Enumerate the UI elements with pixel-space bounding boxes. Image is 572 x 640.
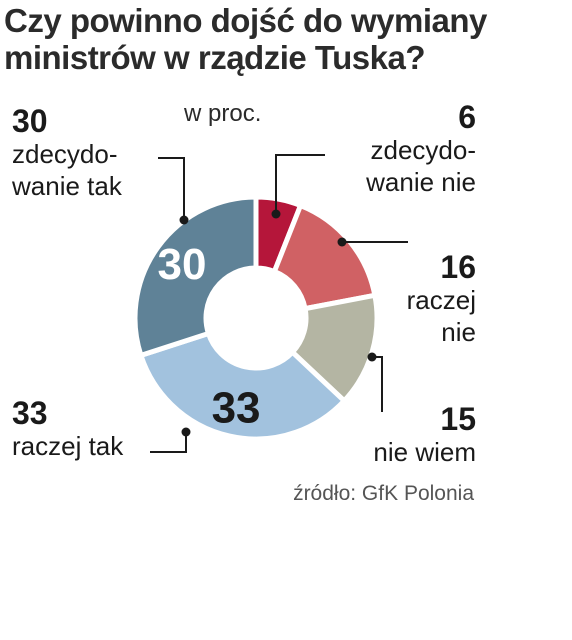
leader-line-raczej-tak bbox=[150, 432, 187, 453]
unit-label: w proc. bbox=[184, 100, 262, 127]
slice-nie-wiem bbox=[289, 292, 380, 404]
label-zdecydowanie-nie: 6 zdecydo- wanie nie bbox=[366, 100, 476, 198]
leader-dot-raczej-tak bbox=[181, 427, 191, 437]
value-raczej-nie: 16 bbox=[440, 249, 476, 285]
label-zdecydowanie-tak: 30 zdecydo- wanie tak bbox=[12, 104, 122, 202]
label-raczej-tak: 33 raczej tak bbox=[12, 396, 123, 462]
leader-dot-nie-wiem bbox=[367, 352, 377, 362]
leader-line-zdecydowanie-tak bbox=[158, 157, 185, 220]
leader-dot-raczej-nie bbox=[337, 237, 347, 247]
inner-value-raczej-tak: 33 bbox=[212, 383, 261, 432]
slice-raczej-tak bbox=[138, 330, 347, 442]
title-line-2: ministrów w rządzie Tuska? bbox=[4, 39, 425, 76]
leader-dot-zdecydowanie-tak bbox=[179, 215, 189, 225]
leader-line-zdecydowanie-nie bbox=[275, 154, 325, 214]
category-nie-wiem: nie wiem bbox=[373, 437, 476, 467]
value-zdecydowanie-tak: 30 bbox=[12, 103, 48, 139]
source-note: źródło: GfK Polonia bbox=[293, 482, 474, 505]
label-raczej-nie: 16 raczej nie bbox=[407, 250, 476, 348]
category-zdecydowanie-nie: zdecydo- wanie nie bbox=[366, 135, 476, 197]
category-raczej-tak: raczej tak bbox=[12, 431, 124, 461]
title-line-1: Czy powinno dojść do wymiany bbox=[4, 2, 487, 39]
chart-title: Czy powinno dojść do wymiany ministrów w… bbox=[4, 2, 564, 76]
leader-dot-zdecydowanie-nie bbox=[271, 209, 281, 219]
value-zdecydowanie-nie: 6 bbox=[458, 99, 476, 135]
slice-raczej-nie bbox=[271, 202, 378, 312]
category-zdecydowanie-tak: zdecydo- wanie tak bbox=[12, 139, 122, 201]
label-nie-wiem: 15 nie wiem bbox=[373, 402, 476, 468]
inner-value-zdecydowanie-tak: 30 bbox=[157, 240, 206, 289]
slice-zdecydowanie-tak bbox=[132, 194, 259, 358]
category-raczej-nie: raczej nie bbox=[406, 285, 476, 347]
value-raczej-tak: 33 bbox=[12, 395, 48, 431]
value-nie-wiem: 15 bbox=[440, 401, 476, 437]
